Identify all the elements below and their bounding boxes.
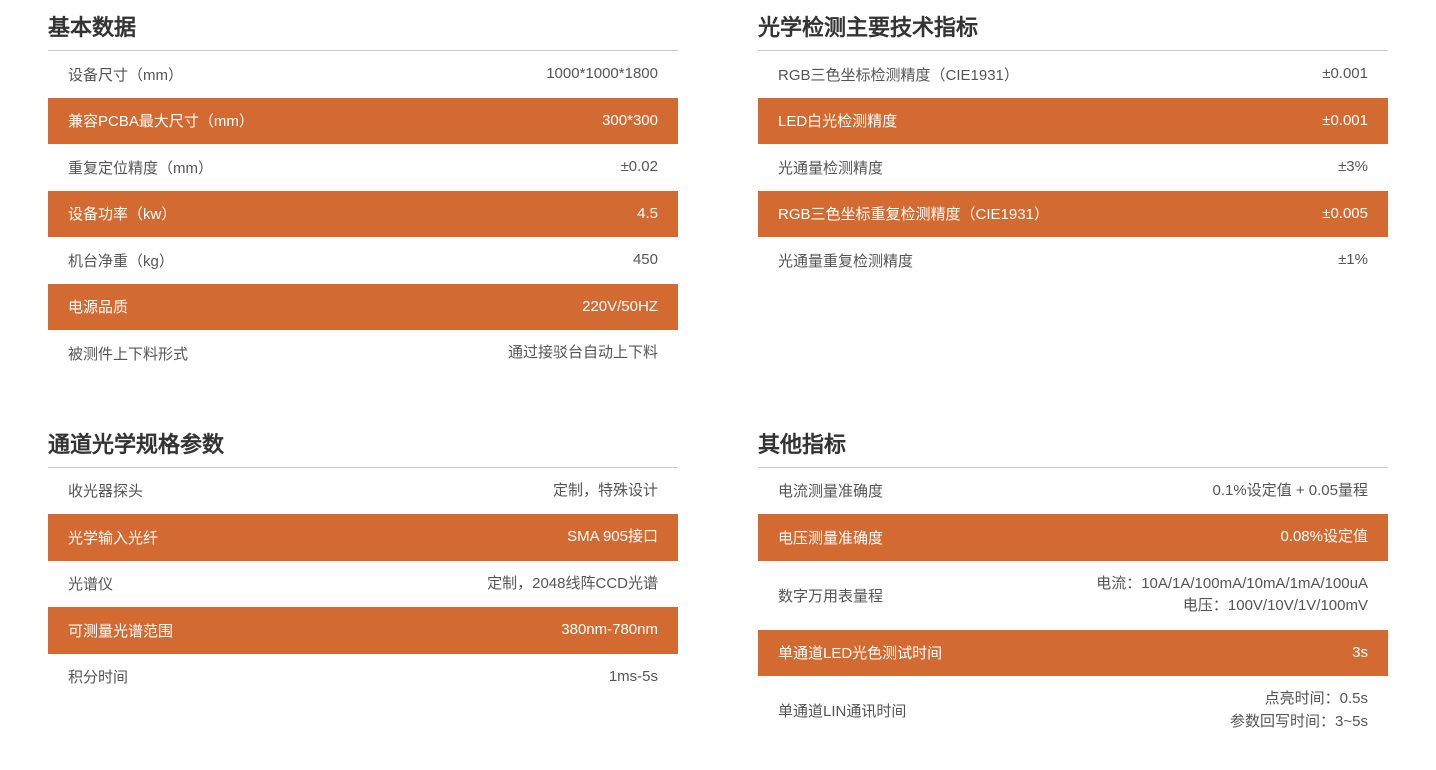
table-row: 设备尺寸（mm） 1000*1000*1800 (48, 51, 678, 98)
table-row: 光通量重复检测精度 ±1% (758, 237, 1388, 284)
row-label: 设备功率（kw） (68, 203, 176, 224)
row-value: 1000*1000*1800 (546, 63, 658, 86)
table-row: 单通道LED光色测试时间 3s (758, 630, 1388, 677)
row-value: 点亮时间：0.5s 参数回写时间：3~5s (1230, 688, 1368, 733)
table-row: 设备功率（kw） 4.5 (48, 191, 678, 238)
row-value: 300*300 (602, 110, 658, 133)
row-label: 电源品质 (68, 296, 128, 317)
section-channel-optical: 通道光学规格参数 收光器探头 定制，特殊设计光学输入光纤 SMA 905接口光谱仪 定… (48, 427, 678, 746)
row-value: 1ms-5s (609, 666, 658, 689)
row-label: 光通量检测精度 (778, 157, 883, 178)
row-value: 0.1%设定值 + 0.05量程 (1213, 480, 1368, 503)
table-row: 电流测量准确度 0.1%设定值 + 0.05量程 (758, 468, 1388, 515)
row-label: RGB三色坐标重复检测精度（CIE1931） (778, 203, 1049, 224)
table-row: 数字万用表量程 电流：10A/1A/100mA/10mA/1mA/100uA 电压… (758, 561, 1388, 630)
row-value: 380nm-780nm (561, 619, 658, 642)
row-label: 重复定位精度（mm） (68, 157, 213, 178)
table-row: RGB三色坐标重复检测精度（CIE1931） ±0.005 (758, 191, 1388, 238)
row-label: 光谱仪 (68, 573, 113, 594)
row-value: ±0.005 (1322, 203, 1368, 226)
row-label: 被测件上下料形式 (68, 343, 188, 364)
row-value: 450 (633, 249, 658, 272)
table-row: 电源品质 220V/50HZ (48, 284, 678, 331)
table-row: 光学输入光纤 SMA 905接口 (48, 514, 678, 561)
table-row: 机台净重（kg） 450 (48, 237, 678, 284)
table-row: 被测件上下料形式 通过接驳台自动上下料 (48, 330, 678, 377)
table-rows: RGB三色坐标检测精度（CIE1931） ±0.001 LED白光检测精度 ±0.00… (758, 51, 1388, 284)
row-value: 220V/50HZ (582, 296, 658, 319)
row-value: 定制，2048线阵CCD光谱 (487, 573, 658, 596)
table-row: 重复定位精度（mm） ±0.02 (48, 144, 678, 191)
row-label: 光学输入光纤 (68, 527, 158, 548)
table-row: RGB三色坐标检测精度（CIE1931） ±0.001 (758, 51, 1388, 98)
section-title: 基本数据 (48, 10, 678, 51)
row-label: 机台净重（kg） (68, 250, 174, 271)
row-label: 设备尺寸（mm） (68, 64, 183, 85)
row-label: 可测量光谱范围 (68, 620, 173, 641)
table-rows: 设备尺寸（mm） 1000*1000*1800 兼容PCBA最大尺寸（mm） 300*… (48, 51, 678, 377)
section-title: 其他指标 (758, 427, 1388, 468)
spec-container: 基本数据 设备尺寸（mm） 1000*1000*1800 兼容PCBA最大尺寸（mm… (48, 10, 1388, 745)
section-basic-data: 基本数据 设备尺寸（mm） 1000*1000*1800 兼容PCBA最大尺寸（mm… (48, 10, 678, 377)
row-label: 兼容PCBA最大尺寸（mm） (68, 110, 254, 131)
table-row: 电压测量准确度 0.08%设定值 (758, 514, 1388, 561)
row-value: ±3% (1338, 156, 1368, 179)
row-label: 电压测量准确度 (778, 527, 883, 548)
row-value: SMA 905接口 (567, 526, 658, 549)
section-title: 光学检测主要技术指标 (758, 10, 1388, 51)
table-row: 收光器探头 定制，特殊设计 (48, 468, 678, 515)
table-row: 可测量光谱范围 380nm-780nm (48, 607, 678, 654)
row-value: 定制，特殊设计 (553, 480, 658, 503)
table-rows: 电流测量准确度 0.1%设定值 + 0.05量程电压测量准确度 0.08%设定值数字… (758, 468, 1388, 746)
table-row: 积分时间 1ms-5s (48, 654, 678, 701)
row-value: ±0.001 (1322, 110, 1368, 133)
section-optical-specs: 光学检测主要技术指标 RGB三色坐标检测精度（CIE1931）±0.001LED… (758, 10, 1388, 377)
row-value: 3s (1352, 642, 1368, 665)
row-value: ±0.02 (621, 156, 658, 179)
table-row: 光谱仪 定制，2048线阵CCD光谱 (48, 561, 678, 608)
row-label: 电流测量准确度 (778, 480, 883, 501)
row-label: 单通道LED光色测试时间 (778, 642, 942, 663)
row-label: 数字万用表量程 (778, 585, 883, 606)
row-value: 通过接驳台自动上下料 (508, 342, 658, 365)
row-value: 0.08%设定值 (1280, 526, 1368, 549)
section-other-specs: 其他指标 电流测量准确度 0.1%设定值 + 0.05量程电压测量准确度 0.08%… (758, 427, 1388, 746)
row-value: 4.5 (637, 203, 658, 226)
row-label: 光通量重复检测精度 (778, 250, 913, 271)
row-value: ±0.001 (1322, 63, 1368, 86)
section-title: 通道光学规格参数 (48, 427, 678, 468)
table-row: 光通量检测精度 ±3% (758, 144, 1388, 191)
row-label: 收光器探头 (68, 480, 143, 501)
table-rows: 收光器探头 定制，特殊设计光学输入光纤 SMA 905接口光谱仪 定制，2048线阵C… (48, 468, 678, 701)
table-row: LED白光检测精度 ±0.001 (758, 98, 1388, 145)
row-label: 单通道LIN通讯时间 (778, 700, 906, 721)
table-row: 兼容PCBA最大尺寸（mm） 300*300 (48, 98, 678, 145)
row-label: RGB三色坐标检测精度（CIE1931） (778, 64, 1019, 85)
row-value: 电流：10A/1A/100mA/10mA/1mA/100uA 电压：100V/1… (1096, 573, 1368, 618)
row-label: LED白光检测精度 (778, 110, 897, 131)
table-row: 单通道LIN通讯时间 点亮时间：0.5s 参数回写时间：3~5s (758, 676, 1388, 745)
row-value: ±1% (1338, 249, 1368, 272)
row-label: 积分时间 (68, 666, 128, 687)
